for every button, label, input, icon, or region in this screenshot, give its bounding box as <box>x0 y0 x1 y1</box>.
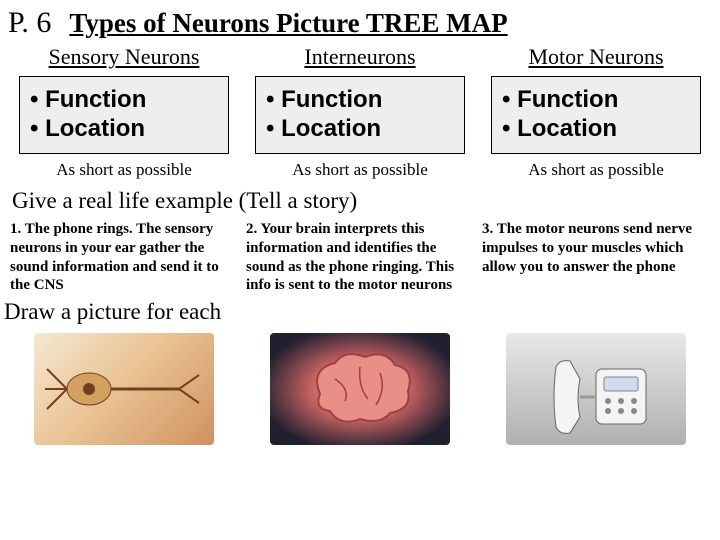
image-slot-phone <box>482 329 710 449</box>
story-motor: 3. The motor neurons send nerve impulses… <box>482 220 710 295</box>
box-caption: As short as possible <box>56 160 192 180</box>
function-box: • Function • Location <box>19 76 229 154</box>
neuron-diagram-icon <box>39 339 209 439</box>
bullet-location: • Location <box>266 115 464 144</box>
box-caption: As short as possible <box>292 160 428 180</box>
bullet-function: • Function <box>30 86 228 115</box>
column-motor: Motor Neurons • Function • Location As s… <box>482 44 710 180</box>
draw-title: Draw a picture for each <box>0 295 720 327</box>
bullet-function: • Function <box>502 86 700 115</box>
neuron-columns: Sensory Neurons • Function • Location As… <box>0 44 720 180</box>
page-label: P. 6 <box>8 6 51 40</box>
function-box: • Function • Location <box>491 76 701 154</box>
box-caption: As short as possible <box>528 160 664 180</box>
image-slot-brain <box>246 329 474 449</box>
column-title: Motor Neurons <box>528 44 663 70</box>
story-interneuron: 2. Your brain interprets this informatio… <box>246 220 474 295</box>
bullet-location: • Location <box>502 115 700 144</box>
telephone-icon <box>526 339 666 439</box>
column-interneurons: Interneurons • Function • Location As sh… <box>246 44 474 180</box>
telephone-image <box>506 333 686 445</box>
bullet-location: • Location <box>30 115 228 144</box>
brain-image <box>270 333 450 445</box>
image-row <box>0 329 720 449</box>
example-title: Give a real life example (Tell a story) <box>0 180 720 218</box>
image-slot-sensory <box>10 329 238 449</box>
story-sensory: 1. The phone rings. The sensory neurons … <box>10 220 238 295</box>
bullet-function: • Function <box>266 86 464 115</box>
brain-icon <box>290 339 430 439</box>
story-row: 1. The phone rings. The sensory neurons … <box>0 220 720 295</box>
neuron-diagram-image <box>34 333 214 445</box>
function-box: • Function • Location <box>255 76 465 154</box>
column-title: Sensory Neurons <box>49 44 200 70</box>
main-title: Types of Neurons Picture TREE MAP <box>69 8 507 39</box>
column-title: Interneurons <box>304 44 415 70</box>
column-sensory: Sensory Neurons • Function • Location As… <box>10 44 238 180</box>
header-row: P. 6 Types of Neurons Picture TREE MAP <box>0 0 720 42</box>
